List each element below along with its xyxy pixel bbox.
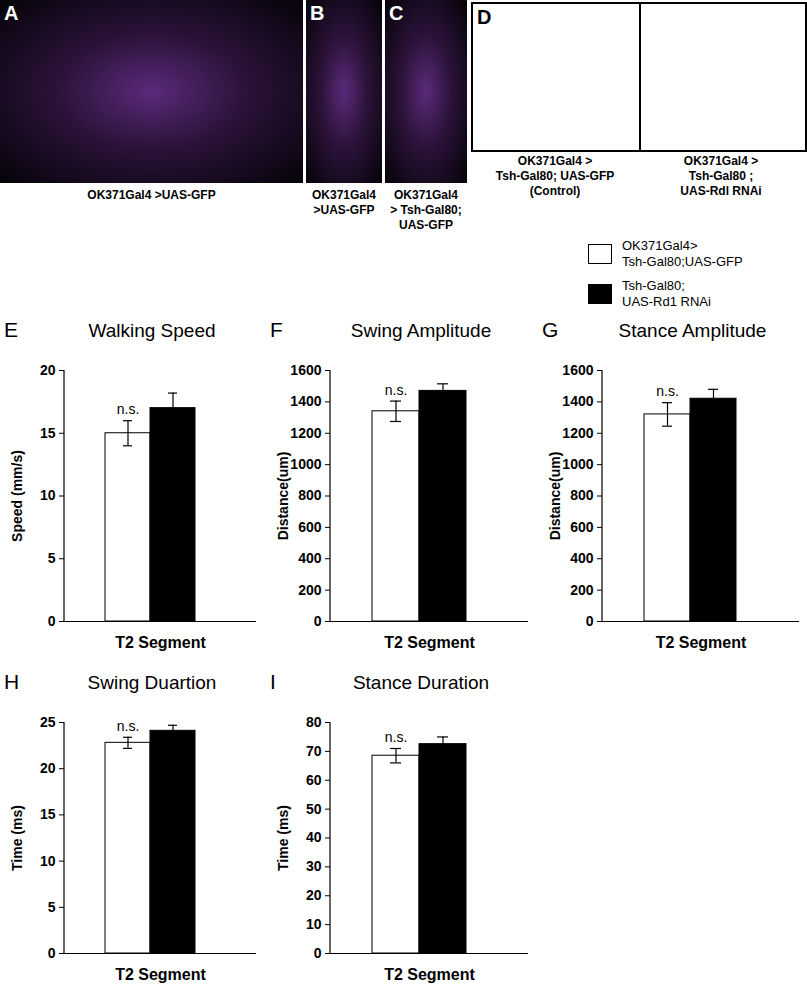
svg-text:1000: 1000 xyxy=(562,456,593,472)
svg-text:600: 600 xyxy=(298,519,322,535)
svg-text:60: 60 xyxy=(306,772,322,788)
svg-text:T2 Segment: T2 Segment xyxy=(115,966,206,983)
svg-text:0: 0 xyxy=(314,945,322,961)
html-text:Walking Speed: Walking Speed xyxy=(88,320,216,341)
html-text:OK371Gal4 >: OK371Gal4 > xyxy=(517,154,593,168)
svg-text:15: 15 xyxy=(40,425,56,441)
svg-text:15: 15 xyxy=(40,806,56,822)
html-text:UAS-Rdl RNAi: UAS-Rdl RNAi xyxy=(680,184,762,198)
html-text:OK371Gal4: OK371Gal4 xyxy=(394,188,458,202)
svg-text:1200: 1200 xyxy=(290,425,321,441)
html-text:UAS-Rd1 RNAi: UAS-Rd1 RNAi xyxy=(622,294,711,309)
svg-text:n.s.: n.s. xyxy=(656,383,679,399)
html-text:(Control): (Control) xyxy=(529,184,581,198)
svg-text:Time (ms): Time (ms) xyxy=(9,805,25,871)
html-text:> Tsh-Gal80;: > Tsh-Gal80; xyxy=(390,203,462,217)
html-text:OK371Gal4 >UAS-GFP: OK371Gal4 >UAS-GFP xyxy=(87,188,216,202)
html-text:Swing Duartion: Swing Duartion xyxy=(87,672,217,693)
svg-text:0: 0 xyxy=(586,613,594,629)
html-text:Tsh-Gal80;UAS-GFP: Tsh-Gal80;UAS-GFP xyxy=(622,254,743,269)
html-text:Swing Amplitude: Swing Amplitude xyxy=(350,320,492,341)
svg-text:Distance(um): Distance(um) xyxy=(275,452,291,541)
svg-text:20: 20 xyxy=(40,362,56,378)
html-text:Tsh-Gal80;: Tsh-Gal80; xyxy=(622,278,685,293)
svg-text:10: 10 xyxy=(40,487,56,503)
svg-text:n.s.: n.s. xyxy=(117,401,140,417)
svg-text:T2 Segment: T2 Segment xyxy=(384,634,475,651)
html-text:E: E xyxy=(4,318,18,341)
html-text:OK371Gal4 >: OK371Gal4 > xyxy=(683,154,759,168)
html-text:Stance Duration: Stance Duration xyxy=(352,672,490,693)
html-text:G: G xyxy=(542,318,559,341)
svg-text:400: 400 xyxy=(298,550,322,566)
svg-text:0: 0 xyxy=(314,613,322,629)
svg-text:20: 20 xyxy=(40,760,56,776)
svg-text:1400: 1400 xyxy=(290,393,321,409)
svg-text:50: 50 xyxy=(306,801,322,817)
svg-text:Distance(um): Distance(um) xyxy=(547,452,563,541)
svg-text:1600: 1600 xyxy=(562,362,593,378)
svg-text:80: 80 xyxy=(306,714,322,730)
svg-text:1600: 1600 xyxy=(290,362,321,378)
svg-text:n.s.: n.s. xyxy=(117,718,140,734)
html-text:Tsh-Gal80 ;: Tsh-Gal80 ; xyxy=(688,169,754,183)
svg-text:5: 5 xyxy=(48,899,56,915)
svg-text:400: 400 xyxy=(570,550,594,566)
html-text:C: C xyxy=(389,2,404,24)
svg-text:10: 10 xyxy=(306,916,322,932)
html-text:H: H xyxy=(4,670,20,693)
html-text:I: I xyxy=(270,670,276,693)
svg-text:0: 0 xyxy=(48,945,56,961)
svg-text:T2 Segment: T2 Segment xyxy=(656,634,747,651)
html-text:UAS-GFP: UAS-GFP xyxy=(399,218,453,232)
html-text:>UAS-GFP: >UAS-GFP xyxy=(313,203,375,217)
svg-text:1000: 1000 xyxy=(290,456,321,472)
html-text:OK371Gal4: OK371Gal4 xyxy=(312,188,376,202)
svg-text:800: 800 xyxy=(298,487,322,503)
html-text:F: F xyxy=(270,318,283,341)
html-text:B: B xyxy=(310,2,325,24)
svg-text:Time (ms): Time (ms) xyxy=(275,805,291,871)
svg-text:200: 200 xyxy=(570,582,594,598)
svg-text:40: 40 xyxy=(306,829,322,845)
svg-text:30: 30 xyxy=(306,858,322,874)
svg-text:10: 10 xyxy=(40,853,56,869)
html-text:Tsh-Gal80; UAS-GFP: Tsh-Gal80; UAS-GFP xyxy=(495,169,615,183)
svg-text:1400: 1400 xyxy=(562,393,593,409)
svg-text:800: 800 xyxy=(570,487,594,503)
html-text:A: A xyxy=(4,2,19,24)
svg-text:n.s.: n.s. xyxy=(385,382,408,398)
html-text:OK371Gal4>: OK371Gal4> xyxy=(622,238,698,253)
svg-text:70: 70 xyxy=(306,743,322,759)
svg-text:0: 0 xyxy=(48,613,56,629)
svg-text:T2 Segment: T2 Segment xyxy=(384,966,475,983)
html-text:Stance Amplitude: Stance Amplitude xyxy=(618,320,767,341)
svg-text:5: 5 xyxy=(48,550,56,566)
svg-text:600: 600 xyxy=(570,519,594,535)
html-text:D: D xyxy=(477,6,492,28)
svg-text:25: 25 xyxy=(40,714,56,730)
svg-text:Speed (mm/s): Speed (mm/s) xyxy=(9,450,25,542)
svg-text:n.s.: n.s. xyxy=(385,729,408,745)
svg-text:1200: 1200 xyxy=(562,425,593,441)
svg-text:T2 Segment: T2 Segment xyxy=(115,634,206,651)
svg-text:200: 200 xyxy=(298,582,322,598)
svg-text:20: 20 xyxy=(306,887,322,903)
